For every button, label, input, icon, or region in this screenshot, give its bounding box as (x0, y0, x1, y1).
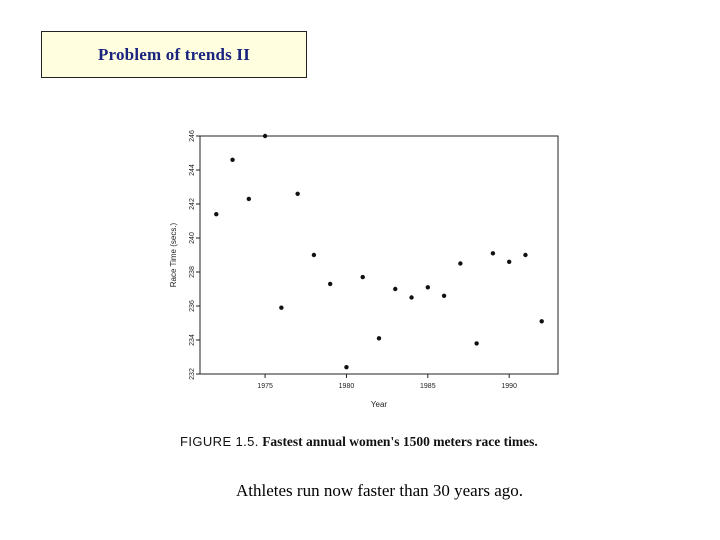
y-tick-label: 236 (189, 300, 196, 312)
data-point (344, 365, 348, 369)
y-tick-label: 238 (189, 266, 196, 278)
data-point (328, 282, 332, 286)
x-tick-label: 1980 (339, 383, 355, 390)
race-time-scatter-chart: 232 234 236 238 240 242 244 246 1975 1980 1985 199… (160, 128, 580, 418)
y-tick-label: 244 (189, 164, 196, 176)
data-point (312, 253, 316, 257)
y-tick-label: 232 (189, 368, 196, 380)
data-point (214, 212, 218, 216)
data-point (377, 336, 381, 340)
x-tick-label: 1975 (257, 383, 273, 390)
data-point (523, 253, 527, 257)
y-tick-label: 234 (189, 334, 196, 346)
y-tick-label: 240 (189, 232, 196, 244)
y-axis-label: Race Time (secs.) (169, 222, 178, 287)
data-point (247, 197, 251, 201)
data-point (458, 261, 462, 265)
caption-text: Fastest annual women's 1500 meters race … (262, 434, 538, 449)
data-point (507, 260, 511, 264)
y-tick-label: 246 (189, 130, 196, 142)
data-point (426, 285, 430, 289)
data-point (295, 192, 299, 196)
data-point (491, 251, 495, 255)
x-axis-label: Year (371, 400, 388, 409)
data-point (540, 319, 544, 323)
data-point (409, 295, 413, 299)
data-point (474, 341, 478, 345)
y-axis: 232 234 236 238 240 242 244 246 (189, 130, 200, 380)
data-point (230, 158, 234, 162)
data-point (442, 294, 446, 298)
data-point (393, 287, 397, 291)
slide-title: Problem of trends II (98, 45, 250, 65)
data-point (361, 275, 365, 279)
data-point (263, 134, 267, 138)
x-tick-label: 1985 (420, 383, 436, 390)
slide-title-box: Problem of trends II (41, 31, 307, 78)
x-tick-label: 1990 (501, 383, 517, 390)
x-axis: 1975 1980 1985 1990 (257, 374, 517, 390)
figure-caption: FIGURE 1.5. Fastest annual women's 1500 … (180, 434, 538, 450)
data-point (279, 306, 283, 310)
data-points (214, 134, 544, 370)
slide-note: Athletes run now faster than 30 years ag… (236, 481, 523, 501)
caption-figure-number: FIGURE 1.5. (180, 434, 259, 449)
y-tick-label: 242 (189, 198, 196, 210)
